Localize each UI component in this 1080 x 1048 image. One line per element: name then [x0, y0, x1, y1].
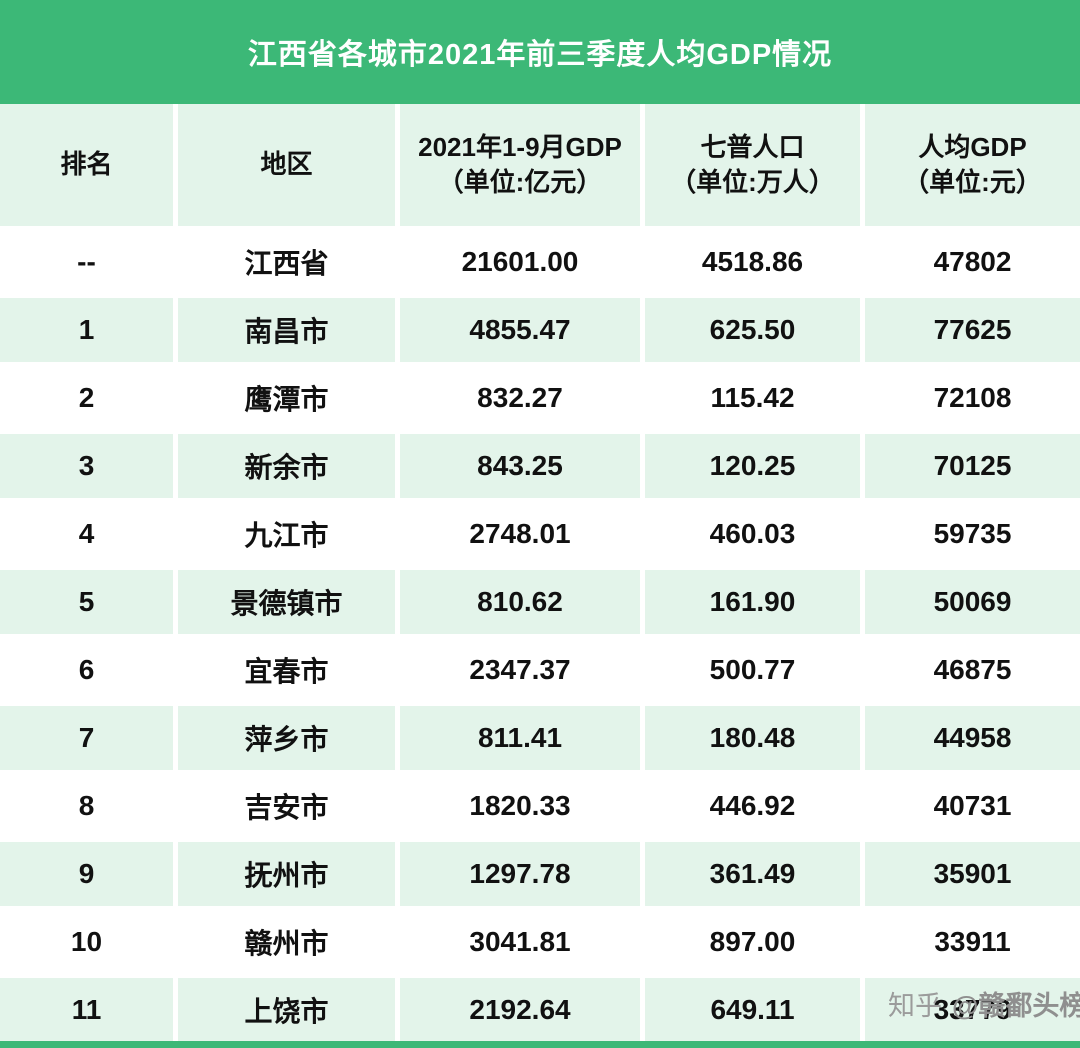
gdp-cell: 832.27 [400, 366, 640, 430]
header-line2: （单位:元） [903, 167, 1042, 197]
rank-cell: 2 [0, 366, 173, 430]
population-cell: 120.25 [645, 434, 860, 498]
table-header-cell: 2021年1-9月GDP （单位:亿元） [400, 104, 640, 226]
rank-cell: 11 [0, 978, 173, 1042]
population-cell: 4518.86 [645, 230, 860, 294]
per-capita-cell: 77625 [865, 298, 1080, 362]
per-capita-cell: 46875 [865, 638, 1080, 702]
header-line1: 七普人口 [700, 131, 805, 162]
page-title-text: 江西省各城市2021年前三季度人均GDP情况 [247, 39, 833, 71]
region-cell: 景德镇市 [178, 570, 395, 634]
watermark: 知乎 @赣鄱头榜 [888, 984, 1080, 1023]
header-line2: （单位:万人） [670, 167, 835, 197]
region-cell: 鹰潭市 [178, 366, 395, 430]
header-line1: 排名 [60, 149, 113, 180]
region-cell: 宜春市 [178, 638, 395, 702]
region-cell: 吉安市 [178, 774, 395, 838]
population-cell: 460.03 [645, 502, 860, 566]
per-capita-cell: 72108 [865, 366, 1080, 430]
table-header-cell: 排名 [0, 104, 173, 226]
region-cell: 新余市 [178, 434, 395, 498]
table-header-cell: 七普人口 （单位:万人） [645, 104, 860, 226]
watermark-handle: @赣鄱头榜 [952, 991, 1080, 1021]
per-capita-cell: 47802 [865, 230, 1080, 294]
region-cell: 萍乡市 [178, 706, 395, 770]
per-capita-cell: 35901 [865, 842, 1080, 906]
population-cell: 500.77 [645, 638, 860, 702]
gdp-cell: 1297.78 [400, 842, 640, 906]
rank-cell: 3 [0, 434, 173, 498]
gdp-cell: 21601.00 [400, 230, 640, 294]
rank-cell: 7 [0, 706, 173, 770]
rank-cell: -- [0, 230, 173, 294]
region-cell: 赣州市 [178, 910, 395, 974]
population-cell: 361.49 [645, 842, 860, 906]
region-cell: 上饶市 [178, 978, 395, 1042]
footer-strip [0, 1041, 1080, 1048]
rank-cell: 9 [0, 842, 173, 906]
population-cell: 115.42 [645, 366, 860, 430]
region-cell: 江西省 [178, 230, 395, 294]
gdp-cell: 843.25 [400, 434, 640, 498]
gdp-cell: 1820.33 [400, 774, 640, 838]
gdp-cell: 811.41 [400, 706, 640, 770]
gdp-cell: 2748.01 [400, 502, 640, 566]
per-capita-cell: 50069 [865, 570, 1080, 634]
population-cell: 625.50 [645, 298, 860, 362]
region-cell: 抚州市 [178, 842, 395, 906]
rank-cell: 6 [0, 638, 173, 702]
per-capita-cell: 70125 [865, 434, 1080, 498]
population-cell: 897.00 [645, 910, 860, 974]
population-cell: 649.11 [645, 978, 860, 1042]
population-cell: 180.48 [645, 706, 860, 770]
rank-cell: 5 [0, 570, 173, 634]
header-line1: 2021年1-9月GDP [418, 131, 622, 162]
header-line1: 地区 [260, 149, 313, 180]
gdp-cell: 4855.47 [400, 298, 640, 362]
header-line2: （单位:亿元） [437, 167, 603, 197]
per-capita-cell: 59735 [865, 502, 1080, 566]
per-capita-cell: 44958 [865, 706, 1080, 770]
watermark-brand: 知乎 [888, 991, 942, 1021]
region-cell: 南昌市 [178, 298, 395, 362]
region-cell: 九江市 [178, 502, 395, 566]
rank-cell: 10 [0, 910, 173, 974]
per-capita-cell: 33779 [865, 978, 1080, 1042]
gdp-cell: 2347.37 [400, 638, 640, 702]
population-cell: 161.90 [645, 570, 860, 634]
rank-cell: 1 [0, 298, 173, 362]
gdp-table: 排名 地区 2021年1-9月GDP （单位:亿元） 七普人口 （单位:万人） … [0, 104, 1080, 1042]
population-cell: 446.92 [645, 774, 860, 838]
page-title: 江西省各城市2021年前三季度人均GDP情况 [0, 0, 1080, 104]
gdp-cell: 810.62 [400, 570, 640, 634]
header-line1: 人均GDP [918, 131, 1027, 162]
per-capita-cell: 40731 [865, 774, 1080, 838]
rank-cell: 8 [0, 774, 173, 838]
table-header-cell: 地区 [178, 104, 395, 226]
gdp-cell: 3041.81 [400, 910, 640, 974]
per-capita-cell: 33911 [865, 910, 1080, 974]
gdp-cell: 2192.64 [400, 978, 640, 1042]
table-header-cell: 人均GDP （单位:元） [865, 104, 1080, 226]
rank-cell: 4 [0, 502, 173, 566]
